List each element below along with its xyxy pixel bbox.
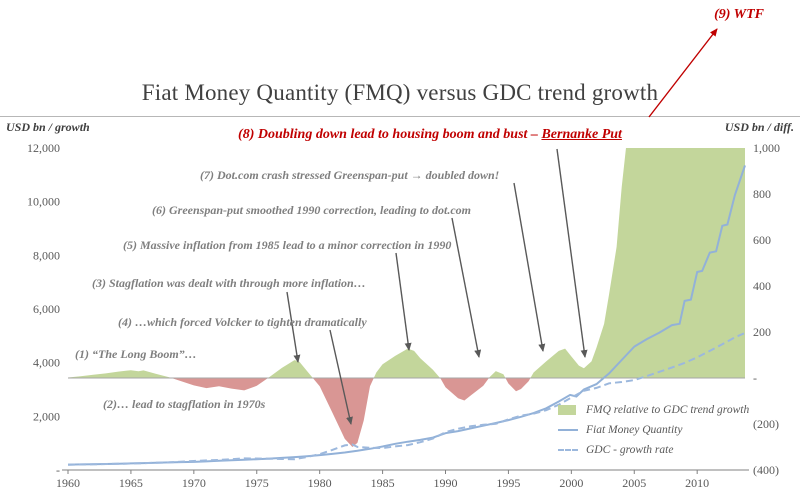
legend-item-fiat-money-quantity: Fiat Money Quantity	[558, 420, 750, 440]
left-axis-tick-label: 8,000	[33, 248, 60, 262]
left-axis-tick-label: 2,000	[33, 409, 60, 423]
annotation-8-text: (8) Doubling down lead to housing boom a…	[238, 127, 542, 142]
right-axis-tick-label: 1,000	[753, 141, 780, 155]
annotation-arrow-3	[395, 252, 412, 351]
legend-item-fmq-relative: FMQ relative to GDC trend growth	[558, 400, 750, 420]
x-axis-tick-label: 1985	[371, 476, 395, 490]
x-axis-tick-label: 1960	[56, 476, 80, 490]
chart-annotation-4: (4) …which forced Volcker to tighten dra…	[118, 315, 367, 329]
legend-swatch-solid-line	[558, 429, 580, 431]
left-axis-unit-label: USD bn / growth	[6, 120, 90, 134]
chart-annotation-1: (1) “The Long Boom”…	[75, 347, 197, 361]
annotation-arrow-4	[451, 217, 482, 358]
annotation-arrow-2	[329, 329, 353, 425]
gdc-growth-line	[67, 331, 746, 466]
x-axis-tick-label: 1965	[119, 476, 143, 490]
annotation-arrow-6	[556, 148, 588, 358]
chart-annotation-7: (7) Dot.com crash stressed Greenspan-put…	[200, 168, 500, 182]
x-axis-tick-label: 1980	[308, 476, 332, 490]
right-axis-tick-label: (400)	[753, 463, 779, 477]
right-axis-tick-label: 200	[753, 325, 771, 339]
chart-title: Fiat Money Quantity (FMQ) versus GDC tre…	[141, 80, 659, 105]
chart-legend: FMQ relative to GDC trend growth Fiat Mo…	[558, 400, 750, 460]
left-axis-tick-label: -	[56, 463, 60, 477]
legend-swatch-area	[558, 405, 580, 415]
x-axis-tick-label: 2010	[685, 476, 709, 490]
right-axis-tick-label: (200)	[753, 417, 779, 431]
annotation-8-underlined-text: Bernanke Put	[541, 127, 622, 142]
x-axis-tick-label: 1975	[245, 476, 269, 490]
legend-item-gdc-growth-rate: GDC - growth rate	[558, 440, 750, 460]
left-axis-tick-label: 10,000	[27, 195, 60, 209]
right-axis-tick-label: 600	[753, 233, 771, 247]
right-axis-tick-label: 800	[753, 187, 771, 201]
legend-label: GDC - growth rate	[586, 444, 674, 456]
chart-annotation-2: (2)… lead to stagflation in 1970s	[103, 397, 266, 411]
left-axis-tick-label: 6,000	[33, 302, 60, 316]
chart-annotation-5: (5) Massive inflation from 1985 lead to …	[123, 238, 452, 252]
right-axis-tick-label: 400	[753, 279, 771, 293]
chart-annotation-3: (3) Stagflation was dealt with through m…	[92, 276, 366, 290]
x-axis-tick-label: 1990	[434, 476, 458, 490]
annotation-arrow-7	[648, 28, 718, 118]
x-axis-tick-label: 1970	[182, 476, 206, 490]
annotation-arrow-1	[286, 291, 301, 363]
area-series-positive	[68, 148, 745, 378]
legend-label: FMQ relative to GDC trend growth	[586, 404, 750, 416]
title-divider	[0, 116, 800, 117]
right-axis-tick-label: -	[753, 371, 757, 385]
legend-label: Fiat Money Quantity	[586, 424, 683, 436]
legend-swatch-dashed-line	[558, 449, 580, 451]
x-axis-tick-label: 1995	[496, 476, 520, 490]
annotation-8-bernanke-put: (8) Doubling down lead to housing boom a…	[50, 127, 800, 143]
x-axis-tick-label: 2005	[622, 476, 646, 490]
left-axis-tick-label: 4,000	[33, 356, 60, 370]
left-axis-tick-label: 12,000	[27, 141, 60, 155]
chart-annotation-6: (6) Greenspan-put smoothed 1990 correcti…	[152, 203, 471, 217]
annotation-9-wtf: (9) WTF	[714, 7, 764, 22]
annotation-arrow-5	[513, 182, 546, 352]
right-axis-unit-label: USD bn / diff.	[724, 120, 794, 134]
x-axis-tick-label: 2000	[559, 476, 583, 490]
